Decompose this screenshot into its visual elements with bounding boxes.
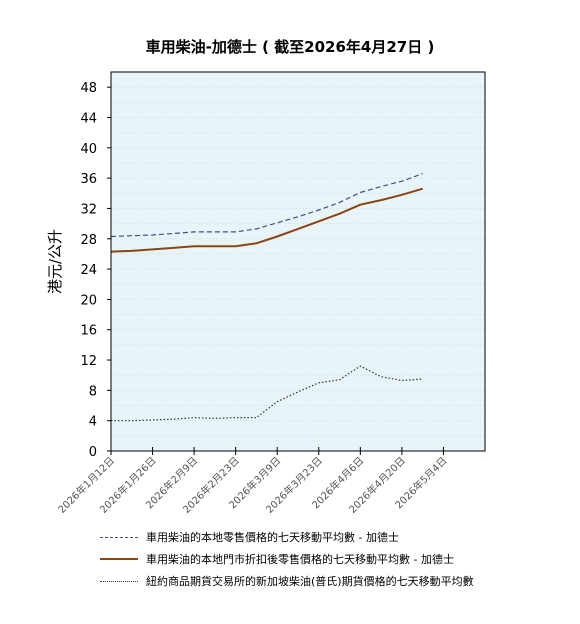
series-layer [110, 173, 423, 422]
y-tick-label: 44 [80, 111, 97, 126]
y-tick-label: 0 [89, 445, 97, 460]
y-tick-label: 28 [80, 233, 97, 248]
y-tick-label: 4 [89, 415, 97, 430]
plot-frame [110, 71, 486, 452]
legend-label: 紐約商品期貨交易所的新加坡柴油(普氏)期貨價格的七天移動平均數 [146, 575, 474, 588]
legend-item-3: 紐約商品期貨交易所的新加坡柴油(普氏)期貨價格的七天移動平均數 [100, 570, 474, 592]
legend-item-1: 車用柴油的本地零售價格的七天移動平均數 - 加德士 [100, 526, 474, 548]
series-line-3 [111, 365, 423, 422]
grid-lines [111, 86, 485, 437]
legend-swatch [100, 580, 138, 582]
legend-label: 車用柴油的本地零售價格的七天移動平均數 - 加德士 [146, 531, 399, 544]
y-tick-label: 36 [80, 172, 97, 187]
y-tick-label: 16 [80, 324, 97, 339]
y-tick-label: 12 [80, 354, 97, 369]
y-tick-label: 24 [80, 263, 97, 278]
legend: 車用柴油的本地零售價格的七天移動平均數 - 加德士車用柴油的本地門市折扣後零售價… [100, 526, 474, 592]
series-line-2 [110, 187, 423, 253]
x-axis-ticks: 2026年1月12日2026年1月26日2026年2月9日2026年2月23日2… [55, 451, 450, 516]
plot-area [111, 72, 485, 451]
y-tick-label: 32 [80, 202, 97, 217]
y-tick-label: 40 [80, 142, 97, 157]
legend-swatch [100, 558, 138, 560]
y-axis-label: 港元/公升 [46, 229, 64, 294]
y-tick-label: 20 [80, 293, 97, 308]
y-tick-label: 48 [80, 81, 97, 96]
series-line-1 [110, 173, 423, 238]
legend-swatch [100, 536, 138, 538]
chart-title: 車用柴油-加德士 ( 截至2026年4月27日 ) [145, 38, 435, 56]
legend-label: 車用柴油的本地門市折扣後零售價格的七天移動平均數 - 加德士 [146, 553, 454, 566]
legend-item-2: 車用柴油的本地門市折扣後零售價格的七天移動平均數 - 加德士 [100, 548, 474, 570]
y-tick-label: 8 [89, 384, 97, 399]
